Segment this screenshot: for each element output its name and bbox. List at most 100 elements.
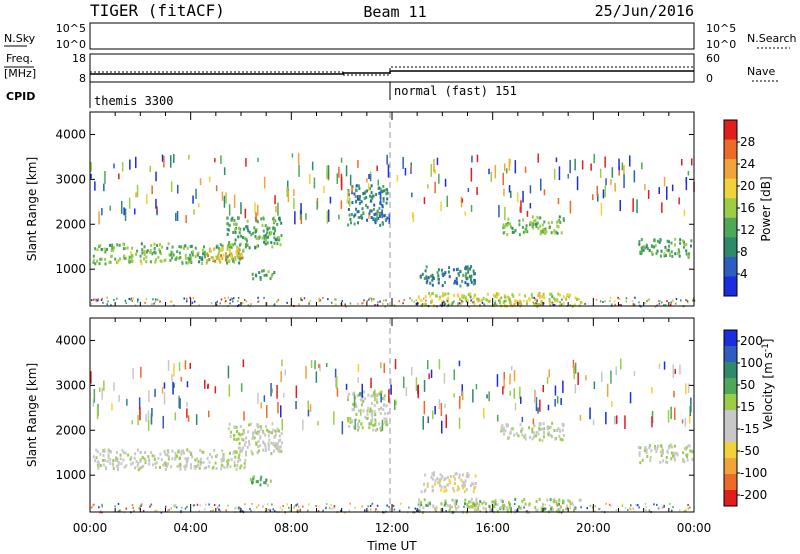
echo-cell	[460, 196, 463, 208]
echo-cell	[654, 244, 657, 248]
echo-cell	[208, 258, 211, 262]
echo-cell	[685, 243, 688, 246]
echo-cell	[270, 452, 273, 456]
echo-cell	[173, 504, 175, 507]
echo-cell	[540, 300, 543, 304]
echo-cell	[227, 365, 230, 379]
echo-cell	[467, 188, 470, 193]
echo-cell	[576, 176, 579, 191]
echo-region	[92, 448, 247, 472]
echo-cell	[449, 481, 451, 485]
echo-cell	[595, 298, 598, 301]
echo-cell	[193, 504, 195, 507]
echo-cell	[256, 423, 259, 426]
echo-cell	[518, 293, 521, 297]
echo-cell	[103, 183, 105, 192]
echo-cell	[267, 442, 270, 445]
echo-cell	[213, 247, 216, 251]
echo-cell	[532, 219, 535, 223]
colorbar-tick-label: 24	[740, 157, 755, 171]
echo-cell	[207, 465, 210, 468]
echo-cell	[214, 259, 217, 263]
echo-cell	[322, 296, 324, 299]
echo-cell	[280, 449, 283, 453]
echo-cell	[249, 422, 252, 426]
echo-cell	[562, 302, 565, 305]
echo-cell	[611, 401, 613, 407]
echo-cell	[470, 265, 473, 269]
echo-cell	[454, 279, 456, 283]
echo-cell	[236, 463, 239, 467]
colorbar-segment	[724, 474, 737, 491]
echo-cell	[359, 392, 362, 396]
echo-cell	[227, 504, 229, 507]
echo-cell	[233, 449, 236, 453]
echo-cell	[484, 508, 487, 512]
echo-cell	[438, 297, 441, 301]
echo-cell	[540, 506, 543, 510]
echo-cell	[373, 422, 376, 426]
echo-cell	[530, 222, 533, 226]
echo-cell	[556, 395, 559, 404]
echo-cell	[440, 403, 443, 417]
echo-cell	[119, 457, 122, 461]
echo-cell	[379, 391, 382, 395]
echo-cell	[110, 304, 112, 307]
echo-cell	[642, 245, 645, 249]
echo-cell	[221, 244, 224, 248]
echo-cell	[578, 298, 581, 301]
echo-cell	[533, 424, 536, 428]
echo-cell	[507, 217, 510, 221]
echo-cell	[354, 404, 357, 407]
echo-cell	[545, 230, 548, 234]
echo-cell	[191, 455, 194, 459]
echo-cell	[325, 503, 328, 505]
echo-cell	[263, 240, 266, 244]
echo-cell	[509, 373, 511, 385]
echo-cell	[145, 260, 148, 264]
echo-cell	[362, 409, 365, 413]
echo-cell	[621, 162, 624, 171]
echo-cell	[385, 404, 388, 408]
echo-cell	[118, 394, 120, 403]
echo-cell	[357, 216, 360, 219]
echo-cell	[685, 299, 687, 301]
echo-cell	[553, 296, 555, 300]
echo-cell	[652, 245, 655, 249]
echo-cell	[263, 296, 265, 299]
echo-cell	[510, 303, 512, 307]
echo-cell	[504, 225, 507, 228]
echo-cell	[354, 213, 357, 217]
echo-cell	[319, 364, 321, 372]
echo-cell	[457, 302, 459, 305]
echo-cell	[350, 419, 353, 423]
echo-cell	[505, 223, 508, 227]
echo-cell	[278, 238, 281, 242]
echo-cell	[443, 301, 445, 304]
echo-cell	[373, 298, 375, 301]
echo-cell	[461, 299, 463, 302]
echo-cell	[636, 199, 638, 214]
echo-cell	[99, 452, 102, 456]
echo-cell	[446, 476, 449, 480]
echo-cell	[636, 504, 639, 507]
echo-cell	[692, 299, 694, 302]
echo-cell	[552, 508, 555, 512]
echo-cell	[314, 360, 316, 370]
echo-cell	[149, 251, 152, 254]
echo-cell	[173, 383, 175, 388]
echo-cell	[380, 428, 383, 432]
echo-cell	[228, 259, 231, 263]
echo-cell	[424, 269, 427, 273]
echo-cell	[179, 463, 182, 467]
echo-cell	[674, 452, 677, 456]
echo-cell	[336, 375, 338, 390]
echo-cell	[299, 209, 302, 221]
echo-cell	[220, 458, 223, 461]
echo-cell	[556, 231, 559, 235]
echo-cell	[259, 277, 262, 281]
echo-cell	[569, 293, 572, 297]
echo-cell	[432, 410, 434, 419]
colorbar-segment	[724, 217, 737, 238]
echo-cell	[124, 299, 127, 302]
